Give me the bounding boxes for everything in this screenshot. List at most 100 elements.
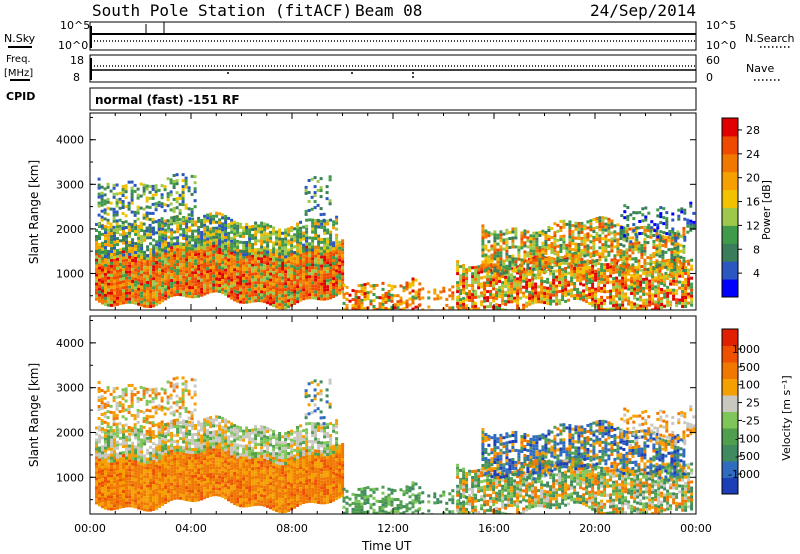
power-range-cell [175, 173, 179, 177]
power-range-cell [146, 287, 150, 290]
power-range-cell [239, 249, 243, 253]
power-range-cell [421, 308, 425, 310]
power-range-cell [236, 221, 240, 225]
power-range-cell [550, 260, 554, 263]
power-range-cell [287, 260, 291, 264]
power-range-cell [299, 283, 303, 287]
power-range-cell [609, 289, 613, 293]
power-range-cell [140, 238, 144, 241]
power-range-cell [610, 249, 614, 253]
power-range-cell [561, 256, 565, 260]
power-range-cell [161, 266, 165, 270]
power-range-cell [122, 250, 125, 254]
power-range-cell [505, 264, 509, 268]
power-range-cell [236, 266, 240, 270]
power-range-cell [257, 257, 261, 261]
power-range-cell [634, 266, 638, 269]
power-range-cell [481, 248, 485, 252]
power-range-cell [200, 231, 204, 234]
velocity-range-cell [140, 474, 144, 478]
power-range-cell [489, 302, 493, 305]
power-range-cell [122, 262, 125, 266]
velocity-range-cell [125, 492, 128, 496]
power-range-cell [354, 304, 358, 308]
power-range-cell [481, 242, 485, 246]
power-range-cell [257, 296, 261, 300]
power-range-cell [609, 301, 613, 305]
power-range-cell [654, 285, 658, 289]
velocity-range-cell [113, 492, 116, 496]
power-range-cell [366, 291, 370, 295]
power-range-cell [607, 253, 611, 257]
power-range-cell [302, 288, 306, 292]
power-range-cell [263, 297, 267, 301]
power-range-cell [484, 256, 488, 260]
power-range-cell [263, 273, 267, 277]
power-range-cell [684, 305, 688, 308]
power-range-cell [161, 275, 165, 279]
velocity-range-cell [140, 501, 144, 505]
power-range-cell [119, 248, 122, 252]
power-range-cell [468, 290, 472, 293]
power-range-cell [692, 220, 696, 224]
power-range-cell [505, 255, 509, 259]
power-range-cell [230, 287, 234, 291]
power-range-cell [612, 289, 616, 293]
power-range-cell [182, 257, 186, 261]
power-range-cell [630, 274, 634, 277]
power-range-cell [631, 269, 635, 273]
power-range-cell [637, 226, 641, 230]
power-range-cell [230, 218, 234, 222]
power-range-cell [260, 293, 264, 297]
power-range-cell [363, 289, 367, 293]
power-range-cell [650, 220, 654, 224]
power-range-cell [224, 265, 228, 269]
power-range-cell [248, 276, 252, 280]
power-range-cell [218, 248, 222, 251]
power-range-cell [683, 211, 687, 215]
power-range-cell [233, 271, 237, 275]
power-range-cell [260, 299, 264, 303]
power-range-cell [483, 296, 487, 300]
power-range-cell [502, 259, 506, 263]
power-range-cell [543, 256, 547, 260]
power-range-cell [559, 247, 563, 250]
power-range-cell [531, 289, 535, 293]
power-range-cell [564, 254, 568, 258]
power-range-cell [633, 281, 637, 285]
power-range-cell [529, 246, 533, 250]
power-range-cell [675, 280, 679, 284]
power-range-cell [540, 267, 544, 271]
power-range-cell [565, 243, 569, 247]
power-range-cell [221, 285, 225, 289]
power-range-cell [137, 302, 141, 306]
power-range-cell [649, 229, 653, 233]
power-range-cell [480, 267, 484, 271]
power-range-cell [523, 244, 527, 248]
power-range-cell [329, 275, 333, 279]
power-range-cell [239, 255, 243, 259]
power-range-cell [176, 248, 180, 251]
power-range-cell [517, 245, 521, 249]
power-range-cell [115, 183, 119, 187]
power-range-cell [448, 288, 452, 292]
power-range-cell [305, 284, 309, 288]
power-range-cell [547, 238, 551, 241]
velocity-range-cell [128, 459, 132, 463]
power-range-cell [480, 282, 484, 286]
power-range-cell [375, 283, 379, 287]
power-range-cell [215, 250, 219, 254]
power-range-cell [260, 233, 264, 237]
power-range-cell [215, 268, 219, 272]
power-range-cell [257, 284, 261, 288]
power-range-cell [616, 265, 620, 269]
power-range-cell [173, 248, 177, 252]
power-range-cell [411, 295, 415, 299]
power-range-cell [182, 281, 186, 285]
power-range-cell [233, 298, 237, 302]
power-range-cell [121, 221, 125, 224]
power-range-cell [287, 251, 291, 255]
power-range-cell [146, 299, 150, 302]
power-range-cell [628, 236, 632, 240]
power-range-cell [263, 267, 267, 271]
